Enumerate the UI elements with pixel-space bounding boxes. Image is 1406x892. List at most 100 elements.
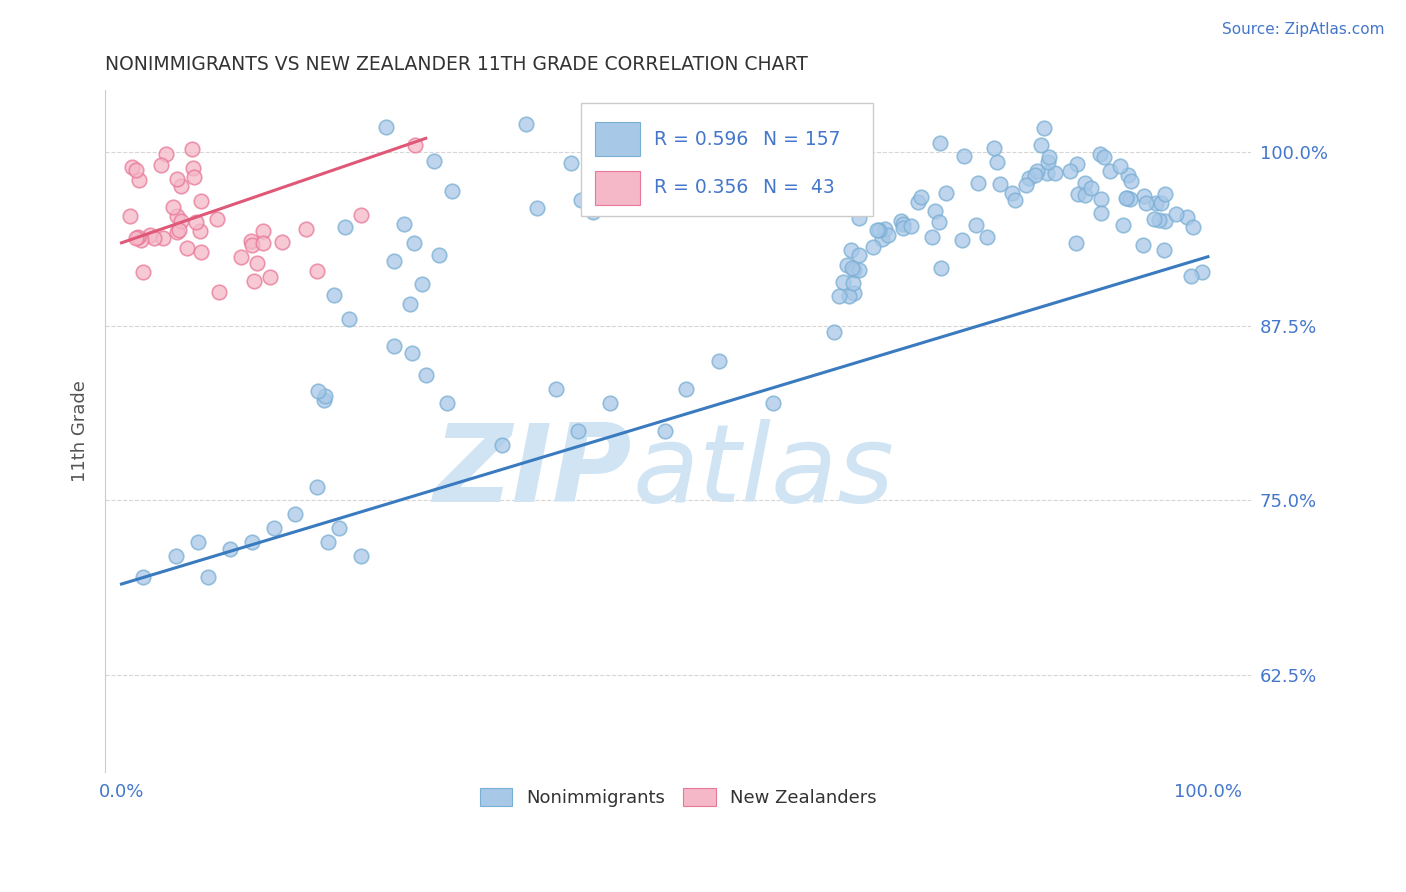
Point — [1066, 157, 1088, 171]
Point — [132, 570, 155, 584]
Point — [872, 232, 894, 246]
Point — [263, 521, 285, 535]
Text: NONIMMIGRANTS VS NEW ZEALANDER 11TH GRADE CORRELATION CHART: NONIMMIGRANTS VS NEW ZEALANDER 11TH GRAD… — [105, 55, 808, 74]
Point — [1064, 236, 1087, 251]
Point — [591, 117, 613, 131]
Point — [848, 248, 870, 262]
Point — [1073, 187, 1095, 202]
Point — [976, 230, 998, 244]
Point — [246, 255, 269, 269]
Point — [1154, 186, 1177, 201]
Point — [654, 424, 676, 438]
Point — [1115, 191, 1137, 205]
Text: N =  43: N = 43 — [763, 178, 835, 197]
Point — [671, 117, 693, 131]
Point — [965, 218, 987, 232]
Point — [842, 263, 865, 277]
Text: R = 0.356: R = 0.356 — [654, 178, 748, 197]
Point — [1059, 164, 1081, 178]
Point — [1004, 193, 1026, 207]
Point — [1031, 138, 1053, 153]
Point — [125, 163, 148, 178]
Point — [751, 117, 773, 131]
Point — [582, 204, 605, 219]
Point — [935, 186, 957, 200]
Point — [910, 190, 932, 204]
Point — [1099, 164, 1122, 178]
Point — [127, 230, 149, 244]
Point — [165, 549, 187, 564]
Point — [197, 570, 219, 584]
Point — [988, 177, 1011, 191]
Point — [1133, 188, 1156, 202]
Point — [651, 117, 673, 131]
Point — [335, 220, 357, 235]
Point — [1090, 205, 1112, 219]
Point — [707, 354, 730, 368]
Point — [837, 258, 859, 272]
FancyBboxPatch shape — [595, 170, 641, 204]
Point — [794, 117, 817, 131]
Point — [607, 139, 630, 153]
Point — [1074, 176, 1097, 190]
Point — [1144, 196, 1167, 211]
Point — [382, 253, 405, 268]
Point — [967, 176, 990, 190]
Point — [1014, 178, 1036, 193]
Point — [1024, 168, 1046, 182]
Point — [207, 212, 229, 227]
Point — [176, 241, 198, 255]
Point — [219, 542, 242, 557]
Point — [678, 117, 700, 131]
Point — [1038, 150, 1060, 164]
Point — [1153, 243, 1175, 257]
Point — [609, 125, 631, 139]
Text: R = 0.596: R = 0.596 — [654, 129, 748, 149]
Point — [349, 549, 371, 564]
Y-axis label: 11th Grade: 11th Grade — [72, 380, 89, 482]
Point — [239, 234, 262, 248]
Point — [599, 396, 621, 410]
Point — [323, 288, 346, 302]
Point — [125, 230, 148, 244]
Point — [139, 228, 162, 243]
Point — [842, 285, 865, 300]
Point — [526, 201, 548, 215]
Point — [240, 535, 263, 549]
Point — [866, 222, 889, 236]
Point — [783, 117, 806, 131]
Point — [848, 211, 870, 225]
Point — [765, 117, 787, 131]
Point — [170, 179, 193, 194]
Point — [314, 389, 336, 403]
Point — [900, 219, 922, 234]
Point — [772, 117, 794, 131]
Point — [1067, 186, 1090, 201]
Point — [952, 149, 974, 163]
Point — [252, 224, 274, 238]
Point — [1119, 193, 1142, 207]
Point — [567, 424, 589, 438]
Text: atlas: atlas — [633, 419, 894, 524]
Point — [924, 204, 946, 219]
Point — [673, 117, 696, 131]
Point — [399, 296, 422, 310]
Point — [735, 117, 758, 131]
Point — [415, 368, 437, 383]
Text: N = 157: N = 157 — [763, 129, 841, 149]
Point — [316, 535, 339, 549]
Point — [190, 194, 212, 209]
Point — [1018, 171, 1040, 186]
Point — [1026, 164, 1049, 178]
Point — [1191, 265, 1213, 279]
Point — [596, 163, 619, 178]
Point — [271, 235, 294, 249]
Point — [1035, 166, 1057, 180]
Point — [190, 244, 212, 259]
Point — [841, 277, 863, 291]
Point — [184, 215, 207, 229]
Point — [183, 161, 205, 175]
Point — [349, 208, 371, 222]
Point — [337, 312, 360, 326]
Point — [243, 274, 266, 288]
